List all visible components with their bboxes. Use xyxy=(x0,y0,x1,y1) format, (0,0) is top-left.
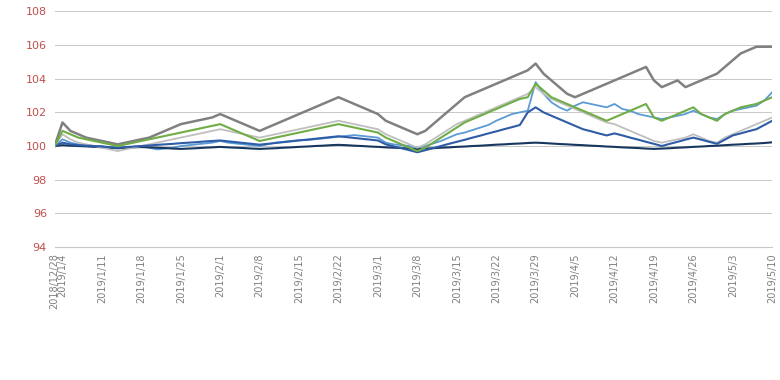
Line: 英国債: 英国債 xyxy=(55,107,772,152)
英国債 xyxy=(531,105,541,109)
オーストラリア国債 xyxy=(610,78,619,83)
Line: ドイツ国債: ドイツ国債 xyxy=(55,87,772,151)
オーストラリア国債 xyxy=(768,44,777,49)
ドイツ国債 xyxy=(626,128,635,133)
ドイツ国債 xyxy=(768,115,777,120)
ドイツ国債 xyxy=(50,144,59,148)
オーストラリア国債 xyxy=(626,71,635,76)
カナダ国債 xyxy=(768,95,777,100)
Line: カナダ国債: カナダ国債 xyxy=(55,84,772,151)
英国債 xyxy=(50,144,59,148)
オーストラリア国債 xyxy=(50,144,59,148)
日本国債 xyxy=(618,145,627,150)
カナダ国債 xyxy=(641,102,651,106)
ドイツ国債 xyxy=(531,85,541,89)
英国債 xyxy=(484,131,493,136)
英国債 xyxy=(665,142,675,146)
ドイツ国債 xyxy=(641,135,651,140)
英国債 xyxy=(594,131,604,136)
日本国債 xyxy=(633,146,643,150)
Line: 日本国債: 日本国債 xyxy=(55,142,772,149)
英国債 xyxy=(626,135,635,140)
英国債 xyxy=(768,119,777,123)
米国債 xyxy=(626,108,635,113)
日本国債 xyxy=(484,143,493,147)
日本国債 xyxy=(657,146,666,151)
日本国債 xyxy=(768,140,777,145)
カナダ国債 xyxy=(413,149,422,154)
米国債 xyxy=(594,103,604,108)
日本国債 xyxy=(50,144,59,148)
米国債 xyxy=(633,112,643,116)
ドイツ国債 xyxy=(665,139,675,143)
オーストラリア国債 xyxy=(476,88,485,93)
Line: 米国債: 米国債 xyxy=(55,82,772,149)
オーストラリア国債 xyxy=(618,75,627,79)
英国債 xyxy=(641,139,651,144)
カナダ国債 xyxy=(633,105,643,109)
カナダ国債 xyxy=(594,115,604,120)
オーストラリア国債 xyxy=(578,92,587,96)
米国債 xyxy=(768,90,777,95)
Line: オーストラリア国債: オーストラリア国債 xyxy=(55,47,772,146)
日本国債 xyxy=(413,147,422,151)
ドイツ国債 xyxy=(633,132,643,136)
カナダ国債 xyxy=(626,108,635,113)
オーストラリア国債 xyxy=(752,44,761,49)
英国債 xyxy=(633,137,643,142)
カナダ国債 xyxy=(50,144,59,148)
オーストラリア国債 xyxy=(649,78,658,83)
ドイツ国債 xyxy=(113,149,122,154)
カナダ国債 xyxy=(484,110,493,115)
米国債 xyxy=(152,147,161,152)
カナダ国債 xyxy=(665,115,675,120)
米国債 xyxy=(50,144,59,148)
ドイツ国債 xyxy=(484,108,493,113)
米国債 xyxy=(641,114,651,118)
英国債 xyxy=(413,150,422,155)
日本国債 xyxy=(626,146,635,150)
カナダ国債 xyxy=(531,81,541,86)
ドイツ国債 xyxy=(594,117,604,121)
日本国債 xyxy=(586,143,595,148)
米国債 xyxy=(484,123,493,127)
米国債 xyxy=(531,80,541,84)
米国債 xyxy=(665,115,675,120)
